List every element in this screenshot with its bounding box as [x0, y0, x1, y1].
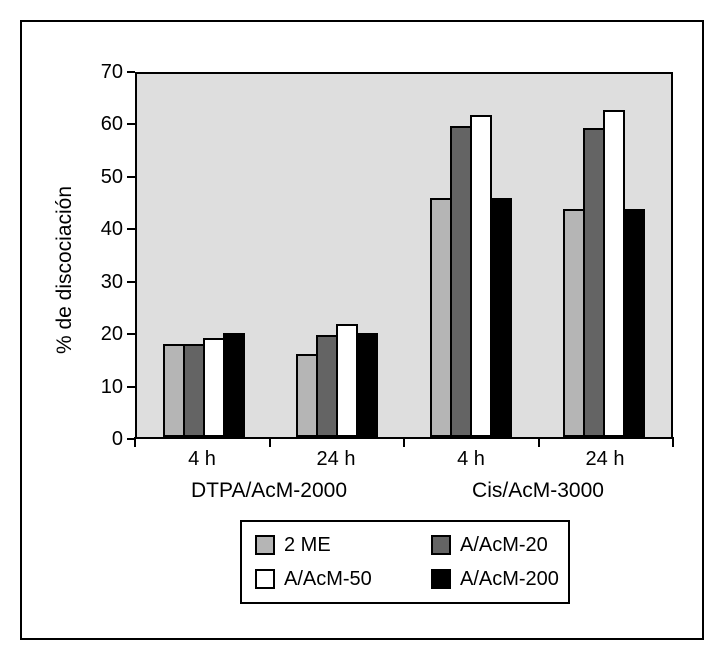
- y-tick: [127, 176, 135, 178]
- bar-2-me: [296, 354, 318, 437]
- y-tick: [127, 281, 135, 283]
- x-category-label: 4 h: [457, 448, 485, 470]
- legend-label: 2 ME: [284, 533, 331, 556]
- plot-area: [135, 72, 673, 439]
- y-tick-label: 20: [100, 323, 123, 345]
- y-tick-label: 40: [100, 218, 123, 240]
- x-tick: [403, 437, 405, 447]
- y-tick-label: 70: [100, 61, 123, 83]
- y-tick: [127, 333, 135, 335]
- bar-a-acm-20: [316, 335, 338, 437]
- bar-a-acm-200: [623, 209, 645, 437]
- bar-2-me: [163, 344, 185, 437]
- bar-2-me: [430, 198, 452, 437]
- legend-label: A/AcM-50: [284, 568, 372, 591]
- x-tick: [134, 437, 136, 447]
- x-section-label: DTPA/AcM-2000: [191, 479, 347, 502]
- bar-a-acm-200: [356, 333, 378, 437]
- legend-item: A/AcM-20: [431, 533, 568, 557]
- bar-a-acm-20: [450, 126, 472, 437]
- y-tick: [127, 123, 135, 125]
- bar-a-acm-200: [223, 333, 245, 437]
- legend-swatch-a-acm-50: [255, 569, 275, 590]
- bar-a-acm-50: [336, 324, 358, 437]
- y-tick-label: 30: [100, 271, 123, 293]
- y-tick: [127, 386, 135, 388]
- bar-a-acm-20: [183, 344, 205, 437]
- legend-swatch-2-me: [255, 534, 275, 555]
- legend-item: A/AcM-50: [255, 567, 431, 591]
- legend-item: A/AcM-200: [431, 567, 568, 591]
- bar-a-acm-50: [603, 110, 625, 437]
- legend-swatch-a-acm-20: [431, 534, 451, 555]
- bar-a-acm-50: [203, 338, 225, 437]
- legend-swatch-a-acm-200: [431, 569, 451, 590]
- legend-item: 2 ME: [255, 533, 431, 557]
- y-tick: [127, 71, 135, 73]
- legend: 2 ME A/AcM-20 A/AcM-50 A/AcM-200: [240, 520, 570, 604]
- x-tick: [672, 437, 674, 447]
- x-category-label: 24 h: [316, 448, 356, 470]
- legend-label: A/AcM-200: [460, 568, 559, 591]
- x-section-label: Cis/AcM-3000: [472, 479, 604, 502]
- y-tick-label: 60: [100, 113, 123, 135]
- x-tick: [538, 437, 540, 447]
- x-tick: [269, 437, 271, 447]
- bar-a-acm-50: [470, 115, 492, 437]
- y-tick-label: 10: [100, 376, 123, 398]
- x-category-label: 4 h: [188, 448, 216, 470]
- x-category-label: 24 h: [585, 448, 625, 470]
- legend-label: A/AcM-20: [460, 533, 548, 556]
- y-tick: [127, 438, 135, 440]
- bar-a-acm-20: [583, 128, 605, 437]
- bar-2-me: [563, 209, 585, 437]
- bar-a-acm-200: [490, 198, 512, 437]
- y-tick-label: 0: [111, 428, 123, 450]
- y-tick-label: 50: [100, 166, 123, 188]
- y-tick: [127, 228, 135, 230]
